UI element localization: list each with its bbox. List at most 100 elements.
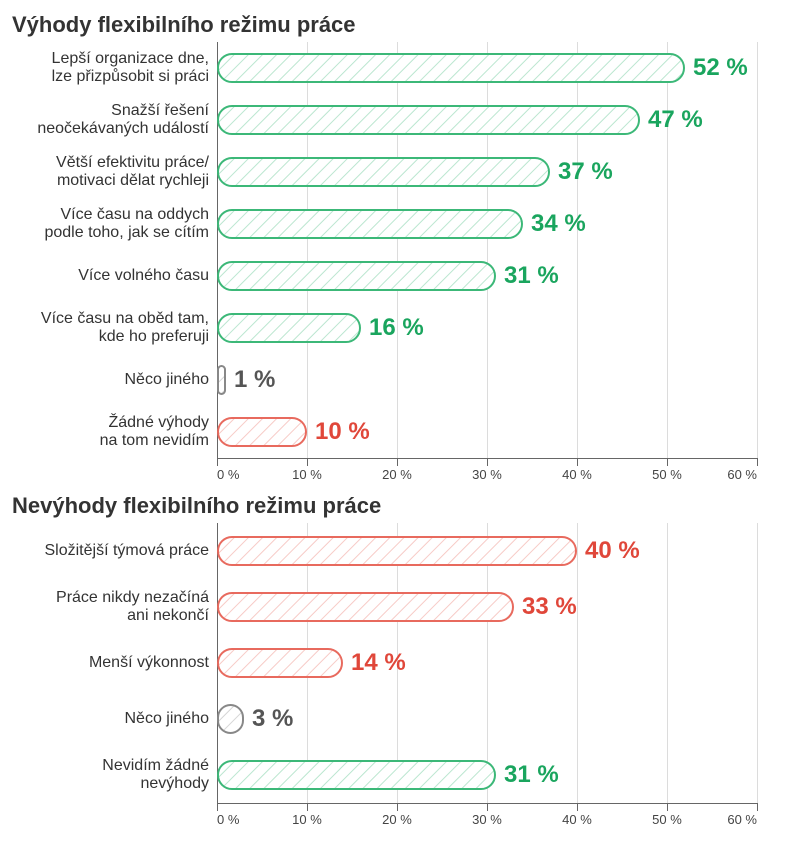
- bar-hatch: [219, 538, 575, 564]
- bar-value: 52 %: [693, 54, 748, 82]
- chart-title: Nevýhody flexibilního režimu práce: [12, 493, 788, 519]
- axis-tick-label: 30 %: [472, 467, 502, 482]
- bar: [217, 365, 226, 395]
- bar: [217, 209, 523, 239]
- axis-tick-label: 50 %: [652, 467, 682, 482]
- axis-tick: [667, 458, 668, 466]
- bar-value: 34 %: [531, 210, 586, 238]
- bar: [217, 417, 307, 447]
- bar: [217, 105, 640, 135]
- bar-row: Práce nikdy nezačínáani nekončí33 %: [12, 579, 788, 635]
- bar-cell: 52 %: [217, 42, 757, 94]
- bar-value: 14 %: [351, 649, 406, 677]
- x-axis-line: 0 %10 %20 %30 %40 %50 %60 %: [217, 458, 757, 487]
- axis-tick-label: 0 %: [217, 467, 239, 482]
- axis-tick: [307, 458, 308, 466]
- x-axis: 0 %10 %20 %30 %40 %50 %60 %: [217, 803, 757, 832]
- axis-tick-label: 60 %: [727, 812, 757, 827]
- bar-row: Více času na oddychpodle toho, jak se cí…: [12, 198, 788, 250]
- bar-cell: 37 %: [217, 146, 757, 198]
- bar-hatch: [219, 762, 494, 788]
- bar-hatch: [219, 419, 305, 445]
- bar: [217, 648, 343, 678]
- chart-title: Výhody flexibilního režimu práce: [12, 12, 788, 38]
- bar: [217, 704, 244, 734]
- bar-label: Něco jiného: [12, 371, 217, 389]
- bar-row: Snažší řešeníneočekávaných událostí47 %: [12, 94, 788, 146]
- axis-tick-label: 0 %: [217, 812, 239, 827]
- bar-cell: 1 %: [217, 354, 757, 406]
- bar-value: 16 %: [369, 314, 424, 342]
- bar-label: Snažší řešeníneočekávaných událostí: [12, 102, 217, 139]
- axis-tick: [487, 803, 488, 811]
- bar-hatch: [219, 650, 341, 676]
- bar-value: 33 %: [522, 593, 577, 621]
- x-axis: 0 %10 %20 %30 %40 %50 %60 %: [217, 458, 757, 487]
- bar-hatch: [219, 594, 512, 620]
- bar-label: Něco jiného: [12, 710, 217, 728]
- bar-row: Lepší organizace dne,lze přizpůsobit si …: [12, 42, 788, 94]
- axis-tick-label: 40 %: [562, 812, 592, 827]
- bar-label: Žádné výhodyna tom nevidím: [12, 414, 217, 451]
- bar-row: Více času na oběd tam,kde ho preferuji 16…: [12, 302, 788, 354]
- bar-row: Menší výkonnost 14 %: [12, 635, 788, 691]
- bar-row: Žádné výhodyna tom nevidím 10 %: [12, 406, 788, 458]
- axis-tick-label: 60 %: [727, 467, 757, 482]
- axis-tick: [757, 458, 758, 466]
- page: Výhody flexibilního režimu práce Lepší or…: [0, 0, 800, 864]
- bar-cell: 47 %: [217, 94, 757, 146]
- bar-hatch: [219, 159, 548, 185]
- bar-cell: 40 %: [217, 523, 757, 579]
- bar-row: Něco jiného 1 %: [12, 354, 788, 406]
- axis-tick: [577, 458, 578, 466]
- bar-value: 1 %: [234, 366, 275, 394]
- bar-row: Větší efektivitu práce/motivaci dělat ry…: [12, 146, 788, 198]
- bar-cell: 16 %: [217, 302, 757, 354]
- bar-hatch: [219, 367, 224, 393]
- bar-row: Něco jiného 3 %: [12, 691, 788, 747]
- axis-tick-label: 40 %: [562, 467, 592, 482]
- axis-tick: [397, 458, 398, 466]
- bar: [217, 53, 685, 83]
- bar-value: 10 %: [315, 418, 370, 446]
- bar-label: Nevidím žádnénevýhody: [12, 757, 217, 794]
- axis-tick-label: 30 %: [472, 812, 502, 827]
- bar: [217, 261, 496, 291]
- bar-hatch: [219, 211, 521, 237]
- bar: [217, 760, 496, 790]
- bar-cell: 31 %: [217, 250, 757, 302]
- chart-body: Lepší organizace dne,lze přizpůsobit si …: [12, 42, 788, 458]
- axis-tick: [577, 803, 578, 811]
- bar-value: 31 %: [504, 262, 559, 290]
- bar-label: Složitější týmová práce: [12, 542, 217, 560]
- bar-cell: 34 %: [217, 198, 757, 250]
- bar-label: Lepší organizace dne,lze přizpůsobit si …: [12, 50, 217, 87]
- bar-label: Menší výkonnost: [12, 654, 217, 672]
- rows-container: Lepší organizace dne,lze přizpůsobit si …: [12, 42, 788, 458]
- axis-tick: [757, 803, 758, 811]
- axis-tick: [667, 803, 668, 811]
- rows-container: Složitější týmová práce40 %Práce nikdy n…: [12, 523, 788, 803]
- bar-cell: 33 %: [217, 579, 757, 635]
- bar-hatch: [219, 55, 683, 81]
- bar: [217, 157, 550, 187]
- bar-hatch: [219, 315, 359, 341]
- axis-tick: [307, 803, 308, 811]
- bar-cell: 3 %: [217, 691, 757, 747]
- bar: [217, 592, 514, 622]
- chart-disadvantages: Nevýhody flexibilního režimu práce Složit…: [12, 493, 788, 832]
- bar-label: Více času na oběd tam,kde ho preferuji: [12, 310, 217, 347]
- bar-row: Složitější týmová práce40 %: [12, 523, 788, 579]
- bar-row: Více volného času 31 %: [12, 250, 788, 302]
- bar-cell: 14 %: [217, 635, 757, 691]
- bar: [217, 313, 361, 343]
- chart-advantages: Výhody flexibilního režimu práce Lepší or…: [12, 12, 788, 487]
- axis-tick: [217, 803, 218, 811]
- bar: [217, 536, 577, 566]
- axis-tick-label: 20 %: [382, 812, 412, 827]
- x-axis-line: 0 %10 %20 %30 %40 %50 %60 %: [217, 803, 757, 832]
- bar-value: 3 %: [252, 705, 293, 733]
- bar-label: Více času na oddychpodle toho, jak se cí…: [12, 206, 217, 243]
- bar-hatch: [219, 706, 242, 732]
- bar-label: Více volného času: [12, 267, 217, 285]
